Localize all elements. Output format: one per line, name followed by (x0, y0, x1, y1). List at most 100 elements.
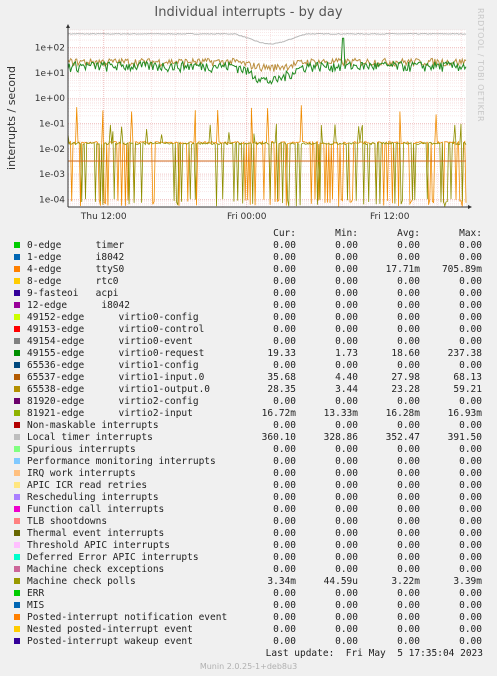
series-line (67, 123, 467, 208)
legend-avg-value: 0.00 (397, 276, 420, 287)
legend-avg-value: 0.00 (397, 516, 420, 527)
legend-min-value: 0.00 (335, 468, 358, 479)
legend-min-value: 0.00 (335, 324, 358, 335)
legend-min-value: 0.00 (335, 636, 358, 647)
legend-label: 81920-edge virtio2-config (27, 396, 199, 407)
legend-label: IRQ work interrupts (27, 468, 136, 479)
legend-min-value: 0.00 (335, 456, 358, 467)
legend-swatch (14, 242, 20, 248)
legend-swatch (14, 254, 20, 260)
legend-max-value: 0.00 (459, 600, 482, 611)
legend-cur-value: 0.00 (273, 312, 296, 323)
legend-label: 12-edge i8042 (27, 300, 130, 311)
legend-avg-value: 0.00 (397, 636, 420, 647)
legend-cur-value: 0.00 (273, 528, 296, 539)
chart-title: Individual interrupts - by day (154, 5, 343, 20)
legend-max-value: 0.00 (459, 420, 482, 431)
legend-min-value: 0.00 (335, 480, 358, 491)
legend-swatch (14, 482, 20, 488)
legend-cur-value: 0.00 (273, 564, 296, 575)
legend-swatch (14, 518, 20, 524)
legend-avg-value: 16.28m (385, 408, 420, 419)
legend-min-value: 0.00 (335, 264, 358, 275)
legend-header-min: Min: (335, 228, 358, 239)
legend-min-value: 0.00 (335, 276, 358, 287)
legend-cur-value: 360.10 (261, 432, 296, 443)
legend-cur-value: 0.00 (273, 300, 296, 311)
legend-label: Machine check polls (27, 576, 136, 587)
legend-label: 49153-edge virtio0-control (27, 324, 205, 335)
y-tick-label: 1e-04 (39, 195, 65, 205)
legend-avg-value: 0.00 (397, 492, 420, 503)
legend-cur-value: 0.00 (273, 336, 296, 347)
legend-label: Posted-interrupt wakeup event (27, 636, 193, 647)
legend-row: 49155-edge virtio0-request 19.33 1.73 18.60… (14, 348, 486, 360)
legend-avg-value: 0.00 (397, 612, 420, 623)
legend-min-value: 0.00 (335, 492, 358, 503)
legend-label: 49155-edge virtio0-request (27, 348, 205, 359)
legend-max-value: 0.00 (459, 492, 482, 503)
legend-cur-value: 0.00 (273, 468, 296, 479)
legend-swatch (14, 350, 20, 356)
legend-swatch (14, 362, 20, 368)
chart-plot: 1e+02 1e+01 1e+00 1e-01 1e-02 1e-03 1e-04 Thu 1… (35, 24, 472, 222)
legend-row: 65536-edge virtio1-config 0.00 0.00 0.00 0.0… (14, 360, 486, 372)
legend-label: 49152-edge virtio0-config (27, 312, 199, 323)
legend-avg-value: 0.00 (397, 288, 420, 299)
legend-max-value: 59.21 (453, 384, 482, 395)
legend-row: 65537-edge virtio1-input.0 35.68 4.40 27.98… (14, 372, 486, 384)
legend-min-value: 0.00 (335, 312, 358, 323)
legend-header-cur: Cur: (273, 228, 296, 239)
legend-swatch (14, 338, 20, 344)
legend-swatch (14, 314, 20, 320)
legend-max-value: 237.38 (447, 348, 482, 359)
legend-label: 49154-edge virtio0-event (27, 336, 193, 347)
legend-min-value: 3.44 (335, 384, 358, 395)
legend-cur-value: 0.00 (273, 264, 296, 275)
legend-label: Threshold APIC interrupts (27, 540, 170, 551)
legend-cur-value: 0.00 (273, 420, 296, 431)
legend-cur-value: 28.35 (267, 384, 296, 395)
legend-row: 1-edge i8042 0.00 0.00 0.00 0.00 (14, 252, 486, 264)
legend-row: 81920-edge virtio2-config 0.00 0.00 0.00 0.0… (14, 396, 486, 408)
legend-label: Deferred Error APIC interrupts (27, 552, 199, 563)
legend-avg-value: 18.60 (391, 348, 420, 359)
legend-min-value: 4.40 (335, 372, 358, 383)
legend-row: 49152-edge virtio0-config 0.00 0.00 0.00 0.0… (14, 312, 486, 324)
legend-label: Performance monitoring interrupts (27, 456, 216, 467)
legend-avg-value: 0.00 (397, 480, 420, 491)
legend-swatch (14, 266, 20, 272)
legend-row: Spurious interrupts 0.00 0.00 0.00 0.00 (14, 444, 486, 456)
legend-cur-value: 0.00 (273, 600, 296, 611)
legend-max-value: 391.50 (447, 432, 482, 443)
legend-min-value: 0.00 (335, 528, 358, 539)
legend-avg-value: 0.00 (397, 444, 420, 455)
legend-max-value: 0.00 (459, 468, 482, 479)
series-line (67, 37, 467, 85)
legend-label: 9-fasteoi acpi (27, 288, 119, 299)
legend-avg-value: 0.00 (397, 528, 420, 539)
legend-cur-value: 16.72m (261, 408, 296, 419)
legend-min-value: 0.00 (335, 444, 358, 455)
legend-max-value: 0.00 (459, 360, 482, 371)
legend-swatch (14, 278, 20, 284)
legend-swatch (14, 410, 20, 416)
legend-swatch (14, 626, 20, 632)
legend-cur-value: 19.33 (267, 348, 296, 359)
legend-min-value: 1.73 (335, 348, 358, 359)
legend-row: Deferred Error APIC interrupts 0.00 0.00 0.… (14, 552, 486, 564)
legend-cur-value: 0.00 (273, 288, 296, 299)
legend-swatch (14, 302, 20, 308)
x-tick-label: Fri 12:00 (370, 212, 410, 222)
legend-min-value: 0.00 (335, 588, 358, 599)
legend-label: Non-maskable interrupts (27, 420, 159, 431)
legend-row: Performance monitoring interrupts 0.00 0.0… (14, 456, 486, 468)
legend-cur-value: 0.00 (273, 456, 296, 467)
legend-min-value: 0.00 (335, 396, 358, 407)
legend-max-value: 0.00 (459, 312, 482, 323)
legend-cur-value: 0.00 (273, 324, 296, 335)
legend-avg-value: 0.00 (397, 624, 420, 635)
legend-min-value: 0.00 (335, 600, 358, 611)
legend-avg-value: 0.00 (397, 540, 420, 551)
legend-label: 65537-edge virtio1-input.0 (27, 372, 205, 383)
